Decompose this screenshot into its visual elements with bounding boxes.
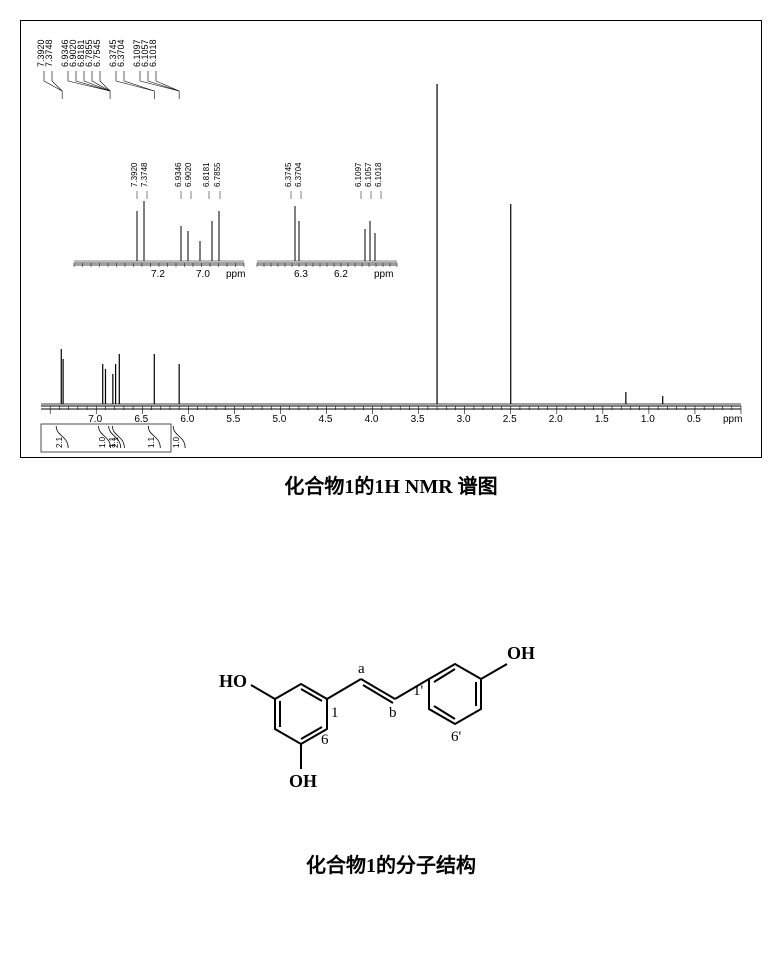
axis-tick-label: 0.5 [687, 414, 701, 425]
axis-tick-label: 5.0 [272, 414, 286, 425]
axis-tick-label: 6.5 [134, 414, 148, 425]
inset-peak-label: 6.8181 [202, 163, 211, 187]
molecular-structure-svg: OH HO OH a b 1 1' 6 6' [151, 579, 631, 799]
inset-peak-label: 6.3745 [284, 163, 293, 187]
inset-peak-label: 6.9020 [184, 163, 193, 187]
axis-tick-label: 6.0 [180, 414, 194, 425]
inset-tick-label: 7.2 [151, 269, 165, 280]
label-oh-bottom: OH [289, 771, 317, 791]
inset-peak-label: 6.3704 [294, 163, 303, 187]
inset-tick-label: ppm [226, 269, 245, 280]
label-6-prime: 6' [451, 729, 462, 745]
axis-tick-label: 7.0 [88, 414, 102, 425]
axis-tick-label: 1.0 [641, 414, 655, 425]
axis-tick-label: 2.5 [503, 414, 517, 425]
inset-tick-label: ppm [374, 269, 393, 280]
inset-peak-label: 6.1018 [374, 163, 383, 187]
peak-label: 7.3748 [44, 39, 54, 67]
peak-label: 6.3704 [116, 39, 126, 67]
axis-unit-label: ppm [723, 414, 742, 425]
label-oh-right: OH [507, 643, 535, 663]
axis-tick-label: 2.0 [549, 414, 563, 425]
nmr-caption: 化合物1的1H NMR 谱图 [20, 470, 762, 499]
structure-caption: 化合物1的分子结构 [20, 849, 762, 878]
axis-tick-label: 4.0 [365, 414, 379, 425]
label-ho-left: HO [219, 671, 247, 691]
integral-label: 1.0 [98, 437, 107, 448]
inset-peak-label: 6.9346 [174, 163, 183, 187]
integral-label: 1.0 [172, 437, 181, 448]
axis-tick-label: 5.5 [226, 414, 240, 425]
inset-tick-label: 6.3 [294, 269, 308, 280]
inset-peak-label: 6.1097 [354, 163, 363, 187]
axis-tick-label: 4.5 [319, 414, 333, 425]
inset-peak-label: 7.3920 [130, 163, 139, 187]
molecular-structure-figure: OH HO OH a b 1 1' 6 6' [20, 579, 762, 799]
integral-label: 1.1 [147, 437, 156, 448]
integral-label: 2.1 [55, 437, 64, 448]
inset-tick-label: 7.0 [196, 269, 210, 280]
axis-tick-label: 3.5 [411, 414, 425, 425]
label-b: b [389, 705, 397, 721]
inset-tick-label: 6.2 [334, 269, 348, 280]
nmr-spectrum-figure: 7.39207.37486.93466.90206.81816.78556.75… [20, 20, 762, 458]
label-a: a [358, 661, 365, 677]
label-1: 1 [331, 705, 339, 721]
axis-tick-label: 3.0 [457, 414, 471, 425]
axis-tick-label: 1.5 [595, 414, 609, 425]
inset-peak-label: 6.1057 [364, 163, 373, 187]
inset-peak-label: 7.3748 [140, 163, 149, 187]
peak-label: 6.1018 [148, 39, 158, 67]
nmr-spectrum-svg [21, 21, 763, 459]
label-1-prime: 1' [413, 683, 424, 699]
label-6: 6 [321, 732, 329, 748]
integral-label: 2.1 [111, 437, 120, 448]
peak-label: 6.7545 [92, 39, 102, 67]
inset-peak-label: 6.7855 [213, 163, 222, 187]
